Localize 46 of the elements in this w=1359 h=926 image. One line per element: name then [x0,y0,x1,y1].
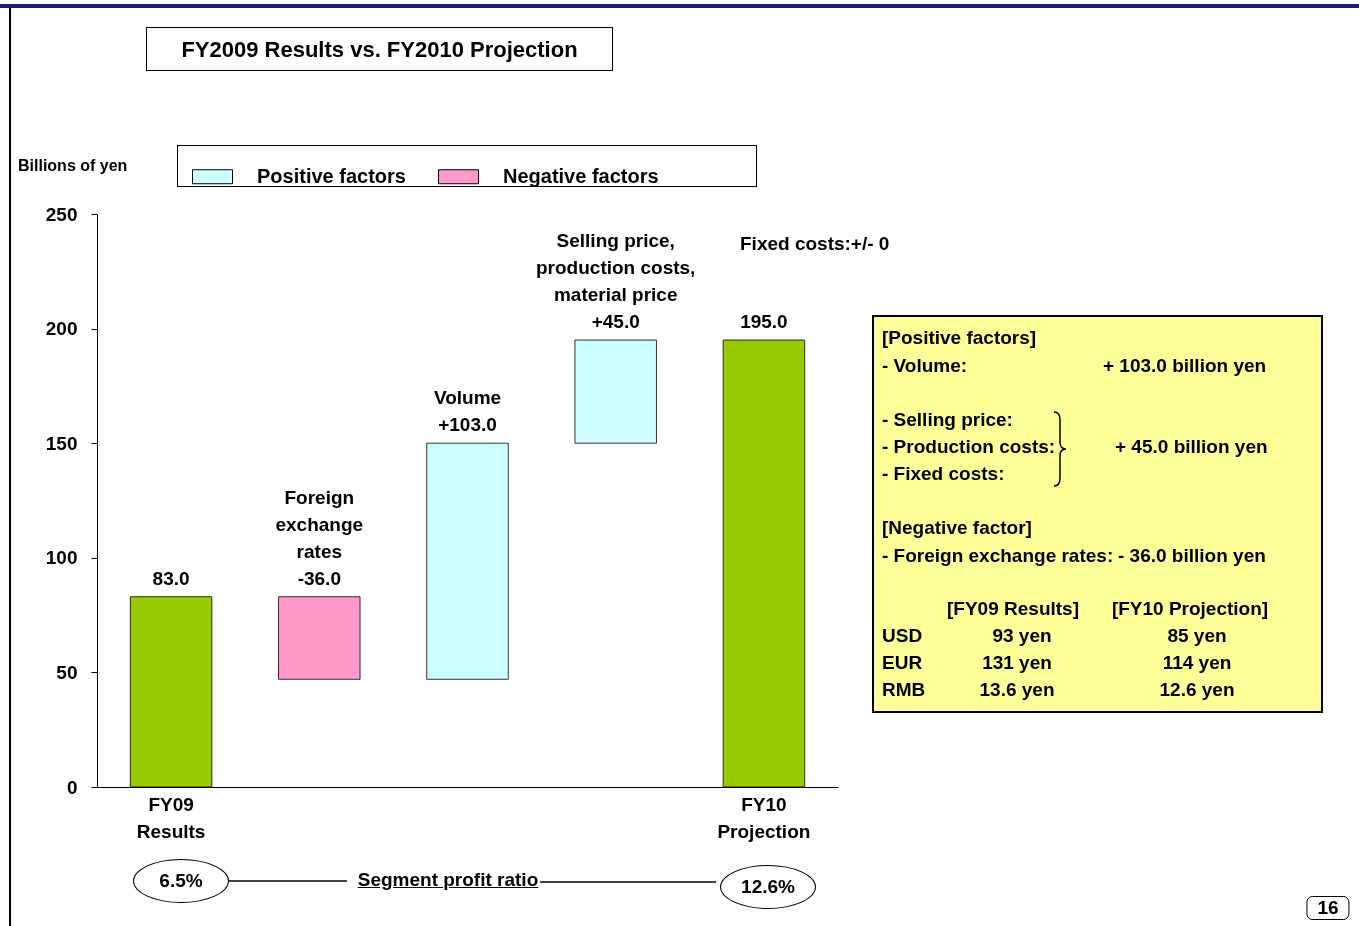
text: RMB [882,679,926,701]
text: 16 [1306,896,1350,920]
text: [FY09 Results] [947,598,1079,620]
bar [574,339,657,444]
text: - Production costs: [882,436,1056,458]
text: USD [882,625,923,647]
bar [278,596,361,680]
text: [Negative factor] [882,517,1032,539]
x-tick-label: FY09 Results [136,793,206,842]
y-tick-label: 150 [45,432,78,454]
text: Volume +103.0 [433,387,502,436]
legend-label: Positive factors [257,164,406,187]
text: [FY10 Projection] [1111,598,1269,620]
y-tick-label: 0 [66,776,78,798]
x-tick-label: FY10 Projection [717,793,811,842]
text: [Positive factors] [882,327,1037,349]
text: Segment profit ratio [357,869,539,891]
text: 114 yen [1162,652,1232,674]
y-tick-label: 250 [45,203,78,225]
text: 131 yen [982,652,1052,674]
chart-title: FY2009 Results vs. FY2010 Projection [146,27,613,71]
text: 195.0 [740,311,788,333]
text: - Foreign exchange rates: [882,545,1114,567]
y-tick-label: 200 [45,318,78,340]
text: 12.6 yen [1159,679,1235,701]
y-axis-title: Billions of yen [18,156,128,176]
text: - 36.0 billion yen [1118,545,1266,567]
legend-label: Negative factors [503,164,659,187]
y-tick-label: 50 [56,661,78,683]
text: 85 yen [1167,625,1227,647]
text: 6.5% [133,859,229,903]
text: Foreign exchange rates -36.0 [275,486,364,589]
annotation: Fixed costs:+/- 0 [740,233,890,255]
text: EUR [882,652,923,674]
text: Selling price, production costs, material price +45.0 [536,230,696,333]
text: - Selling price: [882,409,1013,431]
text: - Volume: [882,355,968,377]
text: 83.0 [152,567,190,589]
text: + 103.0 billion yen [1103,355,1267,377]
text: + 45.0 billion yen [1115,436,1268,458]
y-tick-label: 100 [45,547,78,569]
text: 12.6% [720,865,816,909]
bar [426,442,509,680]
text: 13.6 yen [979,679,1055,701]
text: - Fixed costs: [882,463,1005,485]
text: 93 yen [992,625,1052,647]
